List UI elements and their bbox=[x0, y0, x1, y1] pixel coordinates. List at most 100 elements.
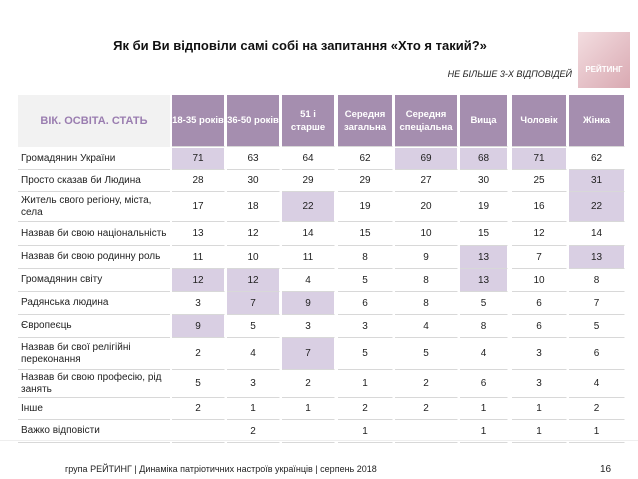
cell-value: 19 bbox=[338, 192, 393, 222]
cell-value: 14 bbox=[282, 222, 335, 246]
row-label: Громадянин України bbox=[18, 148, 170, 170]
column-header: 51 і старше bbox=[282, 95, 335, 147]
cell-value: 4 bbox=[460, 338, 508, 370]
column-header: Жінка bbox=[569, 95, 625, 147]
cell-value: 69 bbox=[395, 148, 458, 170]
cell-value: 31 bbox=[569, 170, 625, 192]
cell-value: 9 bbox=[395, 246, 458, 269]
column-header: 36-50 років bbox=[227, 95, 280, 147]
cell-value: 19 bbox=[460, 192, 508, 222]
cell-value: 13 bbox=[460, 269, 508, 292]
cell-value: 10 bbox=[227, 246, 280, 269]
row-label: Європеєць bbox=[18, 315, 170, 338]
cell-value bbox=[395, 420, 458, 443]
row-label: Назвав би свою професію, рід занять bbox=[18, 370, 170, 398]
cell-value: 1 bbox=[460, 398, 508, 420]
cell-value: 12 bbox=[227, 222, 280, 246]
cell-value: 25 bbox=[512, 170, 567, 192]
cell-value: 5 bbox=[338, 269, 393, 292]
cell-value: 17 bbox=[172, 192, 225, 222]
cell-value bbox=[282, 420, 335, 443]
cell-value: 12 bbox=[227, 269, 280, 292]
cell-value: 13 bbox=[172, 222, 225, 246]
cell-value: 1 bbox=[512, 420, 567, 443]
subtitle: НЕ БІЛЬШЕ 3-Х ВІДПОВІДЕЙ bbox=[447, 69, 572, 79]
row-label: Радянська людина bbox=[18, 292, 170, 315]
cell-value: 12 bbox=[512, 222, 567, 246]
row-label: Важко відповісти bbox=[18, 420, 170, 443]
column-header: 18-35 років bbox=[172, 95, 225, 147]
cell-value: 1 bbox=[460, 420, 508, 443]
column-header: Чоловік bbox=[512, 95, 567, 147]
cell-value: 10 bbox=[395, 222, 458, 246]
cell-value: 11 bbox=[172, 246, 225, 269]
title: Як би Ви відповіли самі собі на запитанн… bbox=[113, 38, 487, 53]
cell-value: 18 bbox=[227, 192, 280, 222]
cell-value: 1 bbox=[338, 370, 393, 398]
row-label: Просто сказав би Людина bbox=[18, 170, 170, 192]
cell-value: 2 bbox=[338, 398, 393, 420]
cell-value: 4 bbox=[395, 315, 458, 338]
corner: ВІК. ОСВІТА. СТАТЬ bbox=[18, 95, 170, 147]
cell-value: 2 bbox=[282, 370, 335, 398]
cell-value: 22 bbox=[282, 192, 335, 222]
cell-value: 10 bbox=[512, 269, 567, 292]
column-header: Вища bbox=[460, 95, 508, 147]
row-label: Назвав би свою національність bbox=[18, 222, 170, 246]
divider bbox=[0, 440, 638, 441]
cell-value: 1 bbox=[282, 398, 335, 420]
cell-value: 2 bbox=[395, 398, 458, 420]
cell-value: 4 bbox=[227, 338, 280, 370]
cell-value: 71 bbox=[512, 148, 567, 170]
cell-value: 5 bbox=[172, 370, 225, 398]
cell-value: 64 bbox=[282, 148, 335, 170]
cell-value: 7 bbox=[227, 292, 280, 315]
cell-value: 5 bbox=[460, 292, 508, 315]
cell-value bbox=[172, 420, 225, 443]
cell-value: 30 bbox=[227, 170, 280, 192]
cell-value: 3 bbox=[227, 370, 280, 398]
cell-value: 63 bbox=[227, 148, 280, 170]
row-label: Назвав би свої релігійні переконання bbox=[18, 338, 170, 370]
cell-value: 13 bbox=[460, 246, 508, 269]
cell-value: 13 bbox=[569, 246, 625, 269]
column-header: Середня спеціальна bbox=[395, 95, 458, 147]
cell-value: 3 bbox=[172, 292, 225, 315]
cell-value: 22 bbox=[569, 192, 625, 222]
cell-value: 9 bbox=[172, 315, 225, 338]
cell-value: 9 bbox=[282, 292, 335, 315]
cell-value: 27 bbox=[395, 170, 458, 192]
cell-value: 1 bbox=[338, 420, 393, 443]
cell-value: 5 bbox=[395, 338, 458, 370]
footer-source: група РЕЙТИНГ | Динаміка патріотичних на… bbox=[65, 464, 377, 474]
row-label: Громадянин світу bbox=[18, 269, 170, 292]
cell-value: 4 bbox=[569, 370, 625, 398]
cell-value: 7 bbox=[282, 338, 335, 370]
cell-value: 8 bbox=[395, 292, 458, 315]
cell-value: 12 bbox=[172, 269, 225, 292]
cell-value: 1 bbox=[512, 398, 567, 420]
cell-value: 15 bbox=[338, 222, 393, 246]
cell-value: 6 bbox=[512, 315, 567, 338]
logo: РЕЙТИНГ bbox=[578, 32, 630, 88]
cell-value: 29 bbox=[282, 170, 335, 192]
cell-value: 62 bbox=[569, 148, 625, 170]
row-label: Інше bbox=[18, 398, 170, 420]
cell-value: 30 bbox=[460, 170, 508, 192]
page-number: 16 bbox=[600, 464, 612, 475]
cell-value: 5 bbox=[569, 315, 625, 338]
cell-value: 3 bbox=[512, 370, 567, 398]
cell-value: 8 bbox=[460, 315, 508, 338]
cell-value: 5 bbox=[338, 338, 393, 370]
cell-value: 8 bbox=[338, 246, 393, 269]
cell-value: 7 bbox=[569, 292, 625, 315]
cell-value: 6 bbox=[569, 338, 625, 370]
cell-value: 2 bbox=[569, 398, 625, 420]
cell-value: 4 bbox=[282, 269, 335, 292]
cell-value: 68 bbox=[460, 148, 508, 170]
cell-value: 6 bbox=[512, 292, 567, 315]
cell-value: 1 bbox=[227, 398, 280, 420]
cell-value: 8 bbox=[395, 269, 458, 292]
cell-value: 14 bbox=[569, 222, 625, 246]
cell-value: 1 bbox=[569, 420, 625, 443]
